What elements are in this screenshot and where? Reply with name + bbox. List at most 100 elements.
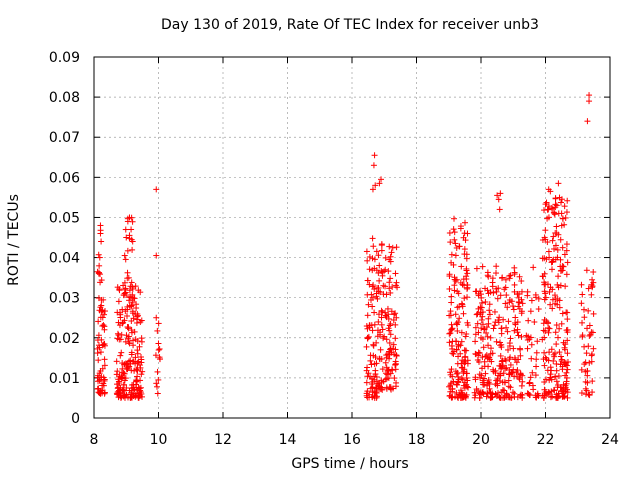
data-point: [562, 214, 569, 221]
data-point: [137, 319, 144, 326]
data-point: [498, 330, 505, 337]
data-point: [131, 295, 138, 302]
data-point: [364, 325, 371, 332]
data-point: [543, 199, 550, 206]
data-point: [137, 364, 144, 371]
data-point: [378, 241, 385, 248]
y-axis-label: ROTI / TECUs: [6, 194, 22, 286]
data-point: [449, 386, 456, 393]
data-point: [498, 365, 505, 372]
data-point: [127, 394, 134, 401]
y-tick-label: 0.04: [49, 251, 80, 267]
data-point: [137, 289, 144, 296]
data-point: [384, 305, 391, 312]
data-point: [514, 319, 521, 326]
data-point: [496, 314, 503, 321]
data-point: [519, 300, 526, 307]
data-point: [586, 92, 593, 99]
data-point: [378, 267, 385, 274]
data-point: [553, 367, 560, 374]
data-point: [550, 233, 557, 240]
data-point: [561, 251, 568, 258]
data-point: [137, 389, 144, 396]
data-point: [558, 210, 565, 217]
data-point: [506, 340, 513, 347]
data-point: [372, 182, 379, 189]
data-point: [363, 323, 370, 330]
data-point: [136, 385, 143, 392]
data-point: [589, 283, 596, 290]
data-point: [547, 188, 554, 195]
data-point: [564, 337, 571, 344]
data-point: [549, 393, 556, 400]
data-point: [120, 282, 127, 289]
data-point: [483, 329, 490, 336]
data-point: [510, 345, 517, 352]
data-point: [582, 378, 589, 385]
data-point: [96, 307, 103, 314]
data-point: [155, 347, 162, 354]
data-point: [392, 346, 399, 353]
data-point: [564, 259, 571, 266]
data-point: [392, 270, 399, 277]
data-point: [549, 205, 556, 212]
data-point: [364, 373, 371, 380]
data-point: [392, 360, 399, 367]
data-point: [499, 387, 506, 394]
data-point: [460, 310, 467, 317]
data-point: [563, 380, 570, 387]
data-point: [370, 162, 377, 169]
data-point: [95, 357, 102, 364]
data-point: [372, 354, 379, 361]
x-axis-label: GPS time / hours: [291, 456, 409, 472]
data-point: [364, 364, 371, 371]
data-point: [487, 334, 494, 341]
data-point: [511, 271, 518, 278]
data-point: [474, 320, 481, 327]
data-point: [446, 230, 453, 237]
data-point: [387, 346, 394, 353]
data-point: [128, 279, 135, 286]
data-point: [120, 381, 127, 388]
data-point: [121, 377, 128, 384]
data-point: [99, 323, 106, 330]
data-point: [547, 371, 554, 378]
data-point: [123, 361, 130, 368]
data-point: [129, 310, 136, 317]
data-point: [505, 383, 512, 390]
data-point: [482, 285, 489, 292]
data-point: [452, 338, 459, 345]
data-point: [552, 229, 559, 236]
data-point: [548, 376, 555, 383]
data-point: [511, 393, 518, 400]
data-point: [138, 338, 145, 345]
data-point: [495, 372, 502, 379]
data-point: [114, 368, 121, 375]
data-point: [511, 373, 518, 380]
data-point: [549, 305, 556, 312]
data-point: [388, 349, 395, 356]
data-point: [389, 244, 396, 251]
data-point: [549, 266, 556, 273]
data-point: [525, 317, 532, 324]
data-point: [115, 390, 122, 397]
data-point: [581, 343, 588, 350]
data-point: [99, 390, 106, 397]
data-point: [579, 291, 586, 298]
data-point: [382, 254, 389, 261]
data-point: [589, 389, 596, 396]
data-point: [581, 314, 588, 321]
data-point: [548, 346, 555, 353]
data-point: [454, 394, 461, 401]
data-point: [371, 309, 378, 316]
data-point: [564, 309, 571, 316]
data-point: [507, 394, 514, 401]
data-point: [121, 252, 128, 259]
data-point: [366, 281, 373, 288]
data-point: [463, 330, 470, 337]
x-tick-label: 8: [90, 432, 99, 448]
data-point: [486, 354, 493, 361]
data-point: [375, 318, 382, 325]
data-point: [516, 376, 523, 383]
data-point: [376, 180, 383, 187]
